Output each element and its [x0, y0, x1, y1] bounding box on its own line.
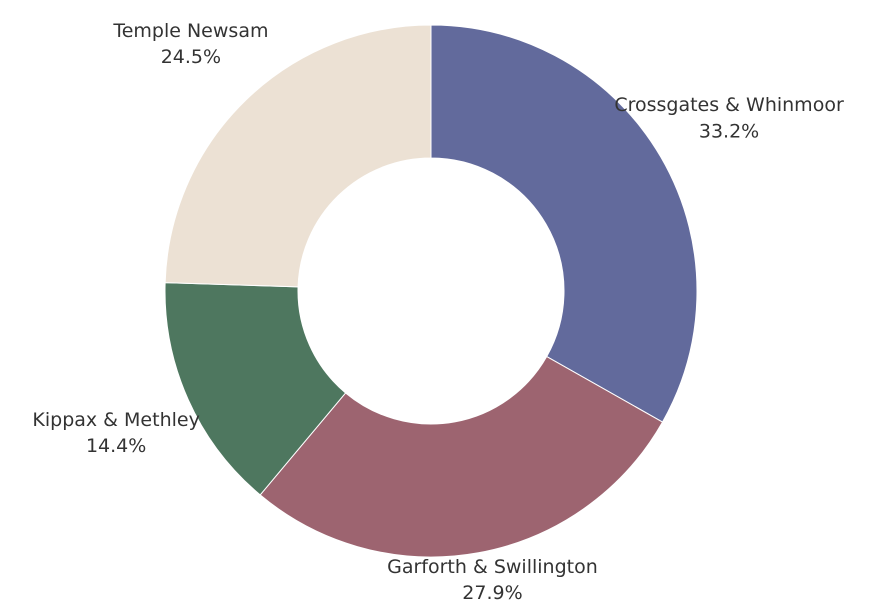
donut-slices [164, 24, 698, 558]
slice-kippax-and-methley [164, 282, 347, 496]
slice-label-garforth-and-swillington: Garforth & Swillington 27.9% [387, 556, 598, 604]
donut-labels: Crossgates & Whinmoor 33.2% Garforth & Swi… [32, 20, 844, 604]
slice-label-kippax-and-methley: Kippax & Methley 14.4% [32, 409, 199, 457]
slice-label-temple-newsam: Temple Newsam 24.5% [112, 20, 268, 68]
slice-garforth-and-swillington [259, 355, 664, 558]
slice-category-label: Temple Newsam [112, 20, 268, 42]
slice-crossgates-and-whinmoor [430, 24, 698, 423]
slice-value-label: 33.2% [699, 120, 759, 142]
slice-label-crossgates-and-whinmoor: Crossgates & Whinmoor 33.2% [614, 94, 844, 142]
slice-category-label: Kippax & Methley [32, 409, 199, 431]
slice-value-label: 24.5% [161, 46, 221, 68]
slice-temple-newsam [164, 24, 432, 288]
slice-category-label: Garforth & Swillington [387, 556, 598, 578]
slice-value-label: 14.4% [86, 435, 146, 457]
slice-value-label: 27.9% [462, 582, 522, 604]
slice-category-label: Crossgates & Whinmoor [614, 94, 844, 116]
